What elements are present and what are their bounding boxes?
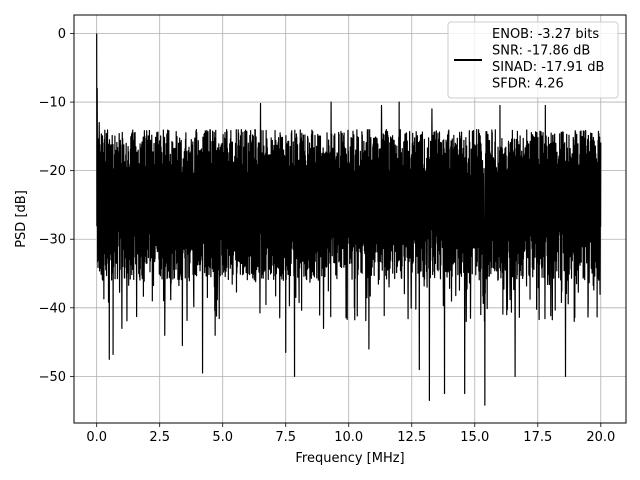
y-axis-label: PSD [dB] [14,190,29,248]
x-tick-label: 12.5 [397,430,426,445]
x-tick-label: 10.0 [334,430,363,445]
y-tick-label: 0 [58,27,66,42]
axes-frame [73,14,627,424]
x-tick-label: 15.0 [460,430,489,445]
legend: ENOB: -3.27 bits SNR: -17.86 dB SINAD: -… [447,21,619,99]
psd-series-line [96,33,602,406]
legend-box [447,21,619,99]
y-tick-label: −30 [39,233,66,248]
legend-sinad: SINAD: -17.91 dB [492,60,604,75]
y-tick-label: −10 [39,96,66,111]
y-tick-label: −50 [39,370,66,385]
legend-snr: SNR: -17.86 dB [492,44,590,59]
x-tick-label: 2.5 [149,430,170,445]
legend-enob: ENOB: -3.27 bits [492,27,599,42]
plot-area [96,33,602,406]
x-axis-label: Frequency [MHz] [295,451,404,466]
x-tick-label: 5.0 [212,430,233,445]
x-tick-label: 0.0 [86,430,107,445]
x-tick-label: 20.0 [586,430,615,445]
ticks: 0.0 2.5 5.0 7.5 10.0 12.5 15.0 17.5 20.0 0 −10 −20 −… [39,27,616,445]
x-tick-label: 17.5 [523,430,552,445]
legend-sfdr: SFDR: 4.26 [492,77,564,92]
x-tick-label: 7.5 [275,430,296,445]
y-tick-label: −20 [39,164,66,179]
y-tick-label: −40 [39,301,66,316]
